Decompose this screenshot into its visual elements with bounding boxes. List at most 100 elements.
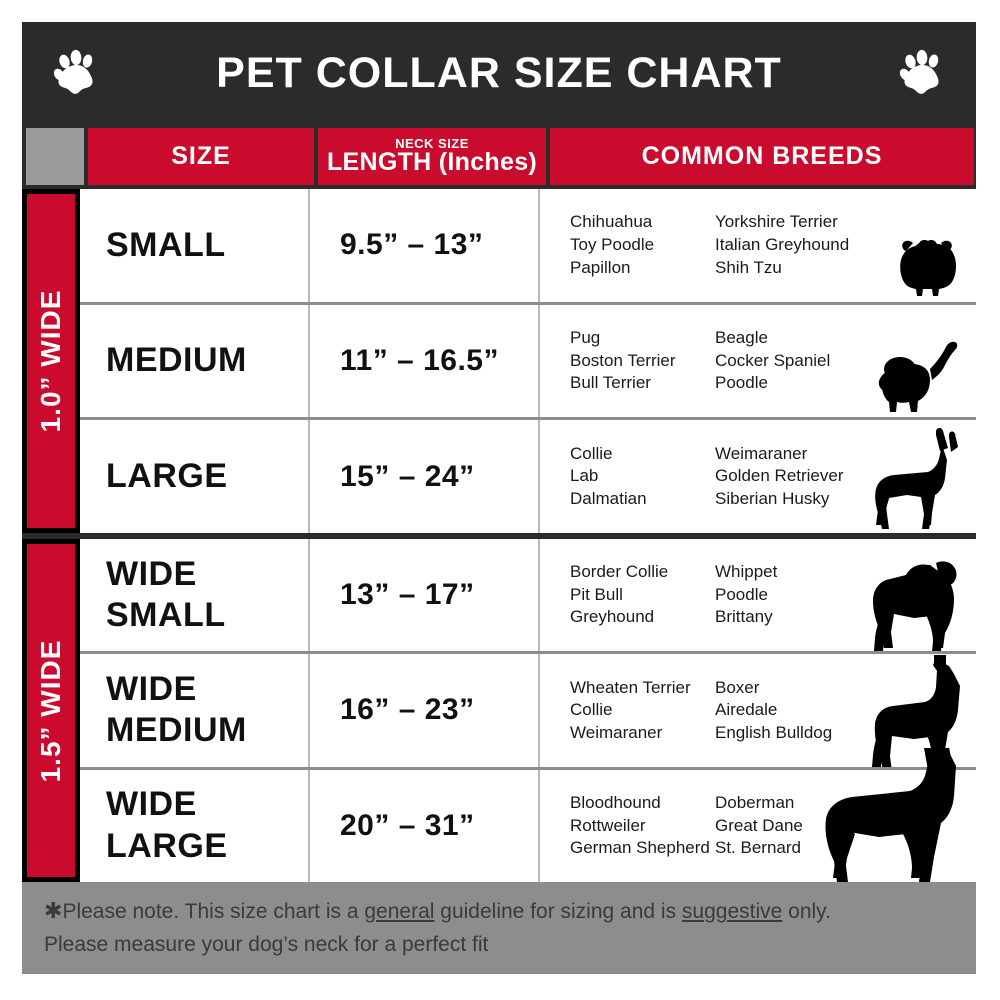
table-column-header-row: SIZE NECK SIZE LENGTH (Inches) COMMON BR… bbox=[22, 125, 976, 189]
cell-breeds: Border Collie Pit Bull Greyhound Whippet… bbox=[540, 539, 976, 652]
breed-item: Great Dane bbox=[715, 815, 803, 835]
breed-column-b: Beagle Cocker Spaniel Poodle bbox=[715, 327, 865, 395]
page-title: PET COLLAR SIZE CHART bbox=[216, 49, 782, 97]
breed-column-b: Yorkshire Terrier Italian Greyhound Shih… bbox=[715, 211, 865, 279]
breed-item: Pug bbox=[570, 328, 601, 348]
column-header-length-sup: NECK SIZE bbox=[395, 136, 469, 152]
breed-item: Papillon bbox=[570, 257, 631, 277]
breed-item: Weimaraner bbox=[570, 722, 663, 742]
pomeranian-silhouette-icon bbox=[884, 189, 970, 302]
table-row[interactable]: SMALL 9.5” – 13” Chihuahua Toy Poodle Pa… bbox=[80, 189, 976, 305]
cell-size: WIDE MEDIUM bbox=[80, 654, 310, 767]
cell-length: 20” – 31” bbox=[310, 769, 540, 882]
breed-item: Collie bbox=[570, 700, 613, 720]
breed-column-a: Border Collie Pit Bull Greyhound bbox=[570, 561, 715, 629]
breed-column-a: Chihuahua Toy Poodle Papillon bbox=[570, 211, 715, 279]
breed-item: Greyhound bbox=[570, 607, 655, 627]
breed-column-b: Doberman Great Dane St. Bernard bbox=[715, 792, 865, 860]
table-row[interactable]: WIDE MEDIUM 16” – 23” Wheaten Terrier Co… bbox=[80, 654, 976, 770]
breed-item: Italian Greyhound bbox=[715, 235, 850, 255]
size-group-1-5-wide: 1.5” WIDE WIDE SMALL 13” – 17” Border Co… bbox=[22, 539, 976, 882]
cell-length: 11” – 16.5” bbox=[310, 304, 540, 418]
breed-item: Beagle bbox=[715, 328, 768, 348]
table-row[interactable]: WIDE LARGE 20” – 31” Bloodhound Rottweil… bbox=[80, 747, 976, 882]
breed-item: Lab bbox=[570, 466, 599, 486]
cell-size: SMALL bbox=[80, 189, 310, 302]
group-band-1-5-wide: 1.5” WIDE bbox=[22, 539, 80, 882]
breed-item: Bull Terrier bbox=[570, 373, 651, 393]
footer-underline-suggestive: suggestive bbox=[681, 900, 783, 924]
cell-length: 15” – 24” bbox=[310, 420, 540, 534]
boxer-silhouette-icon bbox=[862, 654, 970, 767]
breed-item: Shih Tzu bbox=[715, 257, 782, 277]
table-row[interactable]: WIDE SMALL 13” – 17” Border Collie Pit B… bbox=[80, 539, 976, 655]
breed-item: Cocker Spaniel bbox=[715, 350, 831, 370]
breed-item: Dalmatian bbox=[570, 488, 647, 508]
breed-item: Collie bbox=[570, 443, 613, 463]
breed-column-a: Collie Lab Dalmatian bbox=[570, 443, 715, 511]
breed-item: Doberman bbox=[715, 792, 795, 812]
breed-item: Pit Bull bbox=[570, 584, 623, 604]
footer-text-1a: Please note. This size chart is a bbox=[62, 900, 365, 924]
breed-item: Boston Terrier bbox=[570, 350, 676, 370]
breed-column-b: Weimaraner Golden Retriever Siberian Hus… bbox=[715, 443, 865, 511]
group-rows: WIDE SMALL 13” – 17” Border Collie Pit B… bbox=[80, 539, 976, 882]
cell-length: 9.5” – 13” bbox=[310, 189, 540, 302]
size-group-1-0-wide: 1.0” WIDE SMALL 9.5” – 13” Chihuahua Toy… bbox=[22, 189, 976, 534]
cell-length: 13” – 17” bbox=[310, 539, 540, 652]
breed-item: Golden Retriever bbox=[715, 466, 844, 486]
asterisk-icon: ✱ bbox=[44, 898, 63, 924]
cell-size: MEDIUM bbox=[80, 304, 310, 418]
breed-item: St. Bernard bbox=[715, 838, 801, 858]
breed-item: Boxer bbox=[715, 677, 760, 697]
cell-breeds: Wheaten Terrier Collie Weimaraner Boxer … bbox=[540, 654, 976, 767]
breed-item: Bloodhound bbox=[570, 792, 661, 812]
cell-breeds: Pug Boston Terrier Bull Terrier Beagle C… bbox=[540, 305, 976, 418]
table-row[interactable]: MEDIUM 11” – 16.5” Pug Boston Terrier Bu… bbox=[80, 304, 976, 421]
footer-underline-general: general bbox=[364, 900, 435, 924]
breed-item: Airedale bbox=[715, 700, 778, 720]
bulldog-silhouette-icon bbox=[866, 539, 970, 652]
breed-item: Weimaraner bbox=[715, 443, 808, 463]
group-band-1-0-wide: 1.0” WIDE bbox=[22, 189, 80, 533]
cell-size: LARGE bbox=[80, 420, 310, 534]
breed-item: German Shepherd bbox=[570, 838, 710, 858]
breed-item: English Bulldog bbox=[715, 722, 833, 742]
footer-text-1c: only. bbox=[782, 900, 831, 924]
breed-item: Poodle bbox=[715, 584, 768, 604]
footer-text-1b: guideline for sizing and is bbox=[434, 900, 682, 924]
breed-item: Whippet bbox=[715, 562, 778, 582]
footer-line-2: Please measure your dog’s neck for a per… bbox=[44, 933, 489, 956]
breed-item: Rottweiler bbox=[570, 815, 646, 835]
cell-size: WIDE SMALL bbox=[80, 539, 310, 652]
breed-item: Chihuahua bbox=[570, 212, 653, 232]
breed-item: Poodle bbox=[715, 373, 768, 393]
breed-column-a: Bloodhound Rottweiler German Shepherd bbox=[570, 792, 715, 860]
breed-item: Border Collie bbox=[570, 562, 669, 582]
breed-column-a: Pug Boston Terrier Bull Terrier bbox=[570, 327, 715, 395]
cell-breeds: Chihuahua Toy Poodle Papillon Yorkshire … bbox=[540, 189, 976, 302]
husky-silhouette-icon bbox=[864, 420, 970, 533]
cell-breeds: Collie Lab Dalmatian Weimaraner Golden R… bbox=[540, 420, 976, 533]
cell-size: WIDE LARGE bbox=[80, 769, 310, 882]
breed-item: Wheaten Terrier bbox=[570, 677, 691, 697]
breed-item: Toy Poodle bbox=[570, 235, 655, 255]
group-band-label: 1.5” WIDE bbox=[35, 639, 66, 782]
cell-length: 16” – 23” bbox=[310, 654, 540, 767]
chart-header: PET COLLAR SIZE CHART bbox=[22, 22, 976, 125]
footer-note: ✱Please note. This size chart is a gener… bbox=[22, 882, 976, 974]
breed-column-a: Wheaten Terrier Collie Weimaraner bbox=[570, 677, 715, 745]
breed-item: Siberian Husky bbox=[715, 488, 830, 508]
breed-item: Brittany bbox=[715, 607, 773, 627]
corner-cell bbox=[26, 128, 84, 185]
column-header-length: NECK SIZE LENGTH (Inches) bbox=[318, 128, 546, 185]
group-divider bbox=[22, 533, 976, 539]
cell-breeds: Bloodhound Rottweiler German Shepherd Do… bbox=[540, 747, 976, 882]
table-row[interactable]: LARGE 15” – 24” Collie Lab Dalmatian Wei… bbox=[80, 420, 976, 534]
pet-collar-size-chart: PET COLLAR SIZE CHART SIZE NECK SIZE LEN… bbox=[22, 22, 976, 974]
group-rows: SMALL 9.5” – 13” Chihuahua Toy Poodle Pa… bbox=[80, 189, 976, 534]
group-band-label: 1.0” WIDE bbox=[35, 289, 66, 433]
column-header-length-main: LENGTH (Inches) bbox=[326, 148, 538, 177]
column-header-size: SIZE bbox=[88, 128, 314, 185]
footer-line-1: ✱Please note. This size chart is a gener… bbox=[44, 894, 954, 929]
